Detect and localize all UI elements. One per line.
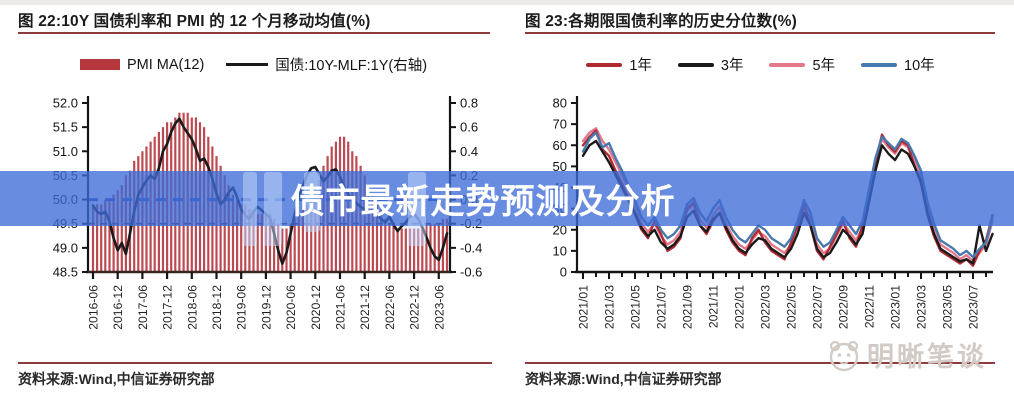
right-source-rule <box>525 362 995 364</box>
svg-text:-0.6: -0.6 <box>460 265 482 280</box>
legend-label-spread: 国债:10Y-MLF:1Y(右轴) <box>275 58 428 74</box>
swatch-5y <box>769 62 806 67</box>
left-chart-legend: PMI MA(12) 国债:10Y-MLF:1Y(右轴) <box>0 54 507 75</box>
svg-text:-0.4: -0.4 <box>460 240 482 255</box>
svg-text:70: 70 <box>553 117 567 132</box>
svg-text:2016-06: 2016-06 <box>87 285 101 330</box>
right-chart-legend: 1年 3年 5年 10年 <box>507 54 1014 75</box>
svg-text:2023/07: 2023/07 <box>967 285 981 329</box>
svg-text:2020-06: 2020-06 <box>284 285 298 330</box>
svg-text:2021/05: 2021/05 <box>629 285 643 329</box>
headline-text: 债市最新走势预测及分析 <box>290 183 676 221</box>
svg-text:80: 80 <box>553 96 567 111</box>
svg-text:2017-12: 2017-12 <box>161 285 175 330</box>
svg-text:2022/07: 2022/07 <box>811 285 825 329</box>
legend-label-10y: 10年 <box>904 58 935 74</box>
legend-label-5y: 5年 <box>812 58 836 74</box>
svg-text:2023/01: 2023/01 <box>889 285 903 329</box>
svg-text:2022/03: 2022/03 <box>759 285 773 329</box>
svg-text:2019-06: 2019-06 <box>235 285 249 330</box>
svg-text:20: 20 <box>553 222 567 237</box>
svg-text:2023/03: 2023/03 <box>915 285 929 329</box>
right-title-underline <box>525 32 995 34</box>
svg-text:2021/11: 2021/11 <box>707 285 721 328</box>
svg-text:2022-12: 2022-12 <box>408 285 422 330</box>
left-source-rule <box>18 362 492 364</box>
svg-text:2021/03: 2021/03 <box>603 285 617 329</box>
svg-text:2021/07: 2021/07 <box>655 285 669 329</box>
legend-item-spread: 国债:10Y-MLF:1Y(右轴) <box>226 54 427 75</box>
svg-text:2018-12: 2018-12 <box>210 285 224 330</box>
svg-text:2022/01: 2022/01 <box>733 285 747 329</box>
spread-line-swatch <box>226 63 269 66</box>
right-chart-title: 图 23:各期限国债利率的历史分位数(%) <box>525 13 798 30</box>
svg-text:50: 50 <box>553 159 567 174</box>
legend-item-5y: 5年 <box>769 54 835 75</box>
svg-text:2021/09: 2021/09 <box>681 285 695 329</box>
svg-text:2022/05: 2022/05 <box>785 285 799 329</box>
left-title-underline <box>18 32 490 34</box>
legend-item-pmi: PMI MA(12) <box>79 56 205 73</box>
legend-label-1y: 1年 <box>629 58 652 74</box>
legend-item-3y: 3年 <box>677 54 744 75</box>
watermark-text: 明晰笔谈 <box>867 342 987 372</box>
svg-text:2023/05: 2023/05 <box>941 285 955 329</box>
swatch-3y <box>677 62 714 67</box>
svg-text:51.0: 51.0 <box>53 144 78 159</box>
svg-text:48.5: 48.5 <box>53 265 78 280</box>
legend-label-pmi: PMI MA(12) <box>126 56 205 73</box>
svg-text:2021-06: 2021-06 <box>333 285 347 330</box>
swatch-1y <box>586 62 623 67</box>
left-source-text: 资料来源:Wind,中信证券研究部 <box>18 371 215 387</box>
top-strip <box>0 0 1014 5</box>
banner-decoration <box>408 172 426 246</box>
legend-item-1y: 1年 <box>586 54 652 75</box>
banner-decoration <box>243 172 257 246</box>
svg-text:60: 60 <box>553 138 567 153</box>
svg-text:2021-12: 2021-12 <box>358 285 372 330</box>
svg-text:2017-06: 2017-06 <box>136 285 150 330</box>
svg-text:2023-06: 2023-06 <box>432 285 446 330</box>
svg-text:52.0: 52.0 <box>53 96 78 111</box>
svg-text:0.6: 0.6 <box>460 120 478 135</box>
svg-text:0.4: 0.4 <box>460 144 478 159</box>
svg-text:2022/09: 2022/09 <box>837 285 851 329</box>
pmi-bar-swatch <box>79 59 120 70</box>
svg-text:0.8: 0.8 <box>460 96 478 111</box>
swatch-10y <box>861 62 898 67</box>
svg-text:2022-06: 2022-06 <box>383 285 397 330</box>
left-chart-title: 图 22:10Y 国债利率和 PMI 的 12 个月移动均值(%) <box>18 13 371 30</box>
svg-text:49.0: 49.0 <box>53 240 78 255</box>
svg-text:2021/01: 2021/01 <box>577 285 591 329</box>
svg-text:0: 0 <box>560 265 567 280</box>
svg-text:2018-06: 2018-06 <box>185 285 199 330</box>
svg-text:2020-12: 2020-12 <box>309 285 323 330</box>
legend-item-10y: 10年 <box>861 54 935 75</box>
right-source-text: 资料来源:Wind,中信证券研究部 <box>525 371 722 387</box>
svg-text:51.5: 51.5 <box>53 120 78 135</box>
svg-text:10: 10 <box>553 243 567 258</box>
headline-banner <box>0 171 1014 226</box>
watermark: 明晰笔谈 <box>826 335 987 374</box>
svg-text:2019-12: 2019-12 <box>259 285 273 330</box>
svg-text:2022/11: 2022/11 <box>863 285 877 328</box>
svg-text:2016-12: 2016-12 <box>111 285 125 330</box>
banner-decoration <box>304 172 320 232</box>
watermark-logo-icon <box>829 340 859 371</box>
legend-label-3y: 3年 <box>720 58 744 74</box>
banner-decoration <box>264 172 282 246</box>
